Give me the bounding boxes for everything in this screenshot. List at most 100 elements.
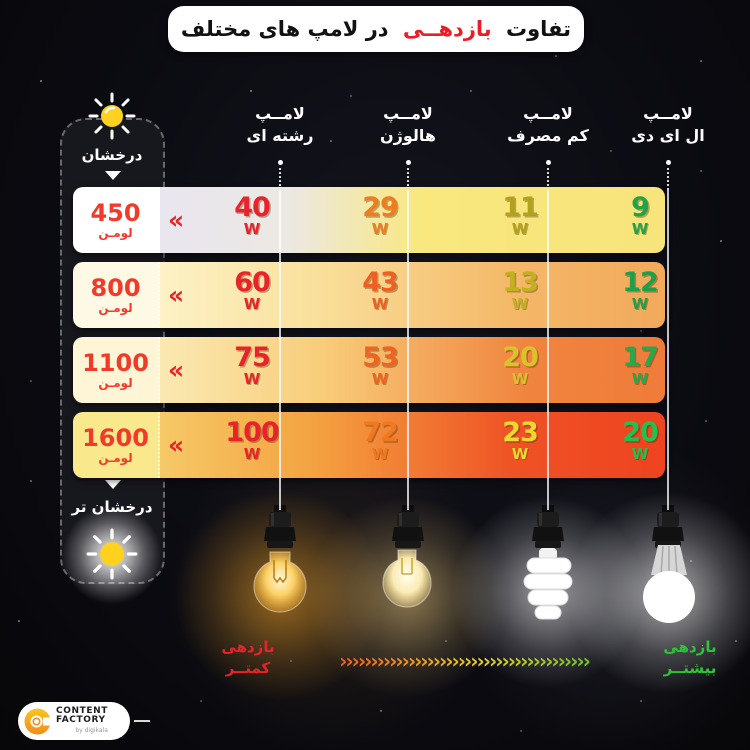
header-dotted-connector — [277, 160, 283, 190]
logo-icon — [24, 708, 51, 734]
watt-cell: 20 W — [610, 419, 665, 462]
efficiency-high-label: بازدهی بیشتــر — [645, 637, 735, 679]
header-dotted-connector — [545, 160, 551, 190]
watt-cell: 9 W — [610, 194, 665, 237]
watt-unit: W — [511, 220, 529, 238]
column-header-line1: لامــپ — [255, 104, 305, 123]
bulb-guide-line — [667, 190, 669, 510]
watt-unit: W — [371, 370, 389, 388]
watt-cell: 11 W — [490, 194, 550, 237]
watt-cell: 72 W — [350, 419, 410, 462]
watt-cell: 13 W — [490, 269, 550, 312]
watt-unit: W — [371, 295, 389, 313]
watt-value: 43 — [362, 267, 399, 298]
watt-unit: W — [631, 220, 649, 238]
logo-byline: by digikala — [75, 727, 108, 734]
column-header-line2: رشته ای — [246, 126, 314, 145]
watt-value: 17 — [622, 342, 659, 373]
watt-unit: W — [511, 445, 529, 463]
sun-icon — [88, 92, 136, 140]
watt-unit: W — [631, 445, 649, 463]
logo-name-line2: FACTORY — [56, 715, 106, 725]
logo-text: CONTENT FACTORY by digikala — [56, 707, 108, 735]
efficiency-gradient-arrow: ›››››››››››››››››››››››››››››››››››››››› — [270, 648, 658, 674]
title-post: در لامپ های مختلف — [180, 17, 389, 41]
watt-cell: 17 W — [610, 344, 665, 387]
lumen-value: 450 — [90, 198, 141, 227]
watt-cell: 43 W — [350, 269, 410, 312]
lumen-label: 450 لومـن — [73, 187, 160, 253]
watt-unit: W — [631, 370, 649, 388]
column-header-line2: ال ای دی — [631, 126, 705, 145]
lumen-unit: لومـن — [98, 375, 133, 390]
brightness-bottom-label: درخشان تر — [71, 498, 153, 516]
lumen-unit: لومـن — [98, 300, 133, 315]
brightness-top-label: درخشان — [81, 146, 143, 164]
watt-value: 60 — [234, 267, 271, 298]
watt-value: 13 — [502, 267, 539, 298]
watt-value: 9 — [631, 192, 650, 223]
watt-cell: 40 W — [222, 194, 282, 237]
logo-dash — [134, 720, 150, 722]
watt-cell: 23 W — [490, 419, 550, 462]
watt-unit: W — [243, 445, 261, 463]
double-chevron-icon: « — [168, 205, 185, 235]
double-chevron-icon: « — [168, 430, 185, 460]
watt-cell: 60 W — [222, 269, 282, 312]
bulb-socket — [531, 505, 565, 559]
watt-unit: W — [243, 220, 261, 238]
content-factory-logo: CONTENT FACTORY by digikala — [18, 702, 130, 740]
column-header-halogen: لامــپ هالوژن — [343, 103, 473, 147]
title-box: تفاوت بازدهــی در لامپ های مختلف — [168, 6, 584, 52]
watt-cell: 12 W — [610, 269, 665, 312]
lumen-label: 800 لومـن — [73, 262, 160, 328]
efficiency-high-line2: بیشتــر — [663, 659, 717, 677]
column-header-line1: لامــپ — [523, 104, 573, 123]
watt-cell: 20 W — [490, 344, 550, 387]
lumen-value: 1100 — [82, 348, 149, 377]
watt-cell: 75 W — [222, 344, 282, 387]
lumen-label: 1100 لومـن — [73, 337, 160, 403]
header-dotted-connector — [665, 160, 671, 190]
efficiency-high-line1: بازدهی — [663, 638, 717, 656]
watt-cell: 53 W — [350, 344, 410, 387]
table-row: 800 لومـن « 60 W 43 W 13 W 12 W — [73, 262, 665, 328]
lumen-unit: لومـن — [98, 225, 133, 240]
down-triangle-icon — [105, 171, 121, 180]
lumen-unit: لومـن — [98, 450, 133, 465]
double-chevron-icon: « — [168, 355, 185, 385]
lumen-value: 1600 — [82, 423, 149, 452]
logo-name-line1: CONTENT — [56, 706, 108, 716]
lumen-label: 1600 لومـن — [73, 412, 160, 478]
watt-value: 20 — [622, 417, 659, 448]
watt-cell: 29 W — [350, 194, 410, 237]
lumen-value: 800 — [90, 273, 141, 302]
column-header-line2: هالوژن — [379, 126, 436, 145]
cfl-spiral-bulb — [519, 548, 577, 630]
brighter-sun-icon — [86, 528, 138, 580]
watt-cell: 100 W — [222, 419, 282, 462]
table-row: 450 لومـن « 40 W 29 W 11 W 9 W — [73, 187, 665, 253]
row-bar: « 100 W 72 W 23 W 20 W — [160, 412, 665, 478]
watt-value: 53 — [362, 342, 399, 373]
watt-unit: W — [243, 295, 261, 313]
watt-unit: W — [631, 295, 649, 313]
table-row: 1600 لومـن « 100 W 72 W 23 W 20 W — [73, 412, 665, 478]
down-triangle-icon — [105, 480, 121, 489]
watt-unit: W — [511, 370, 529, 388]
watt-unit: W — [371, 445, 389, 463]
column-header-line2: کم مصرف — [507, 126, 589, 145]
watt-value: 29 — [362, 192, 399, 223]
watt-value: 12 — [622, 267, 659, 298]
title-highlight: بازدهــی — [402, 17, 492, 41]
efficiency-low-label: بازدهی کمتــر — [203, 637, 293, 679]
row-bar: « 40 W 29 W 11 W 9 W — [160, 187, 665, 253]
page-title: تفاوت بازدهــی در لامپ های مختلف — [181, 17, 571, 41]
column-header-cfl: لامــپ کم مصرف — [483, 103, 613, 147]
column-header-line1: لامــپ — [643, 104, 693, 123]
column-header-line1: لامــپ — [383, 104, 433, 123]
halogen-bulb — [371, 548, 445, 636]
efficiency-low-line2: کمتــر — [225, 659, 271, 677]
watt-value: 75 — [234, 342, 271, 373]
